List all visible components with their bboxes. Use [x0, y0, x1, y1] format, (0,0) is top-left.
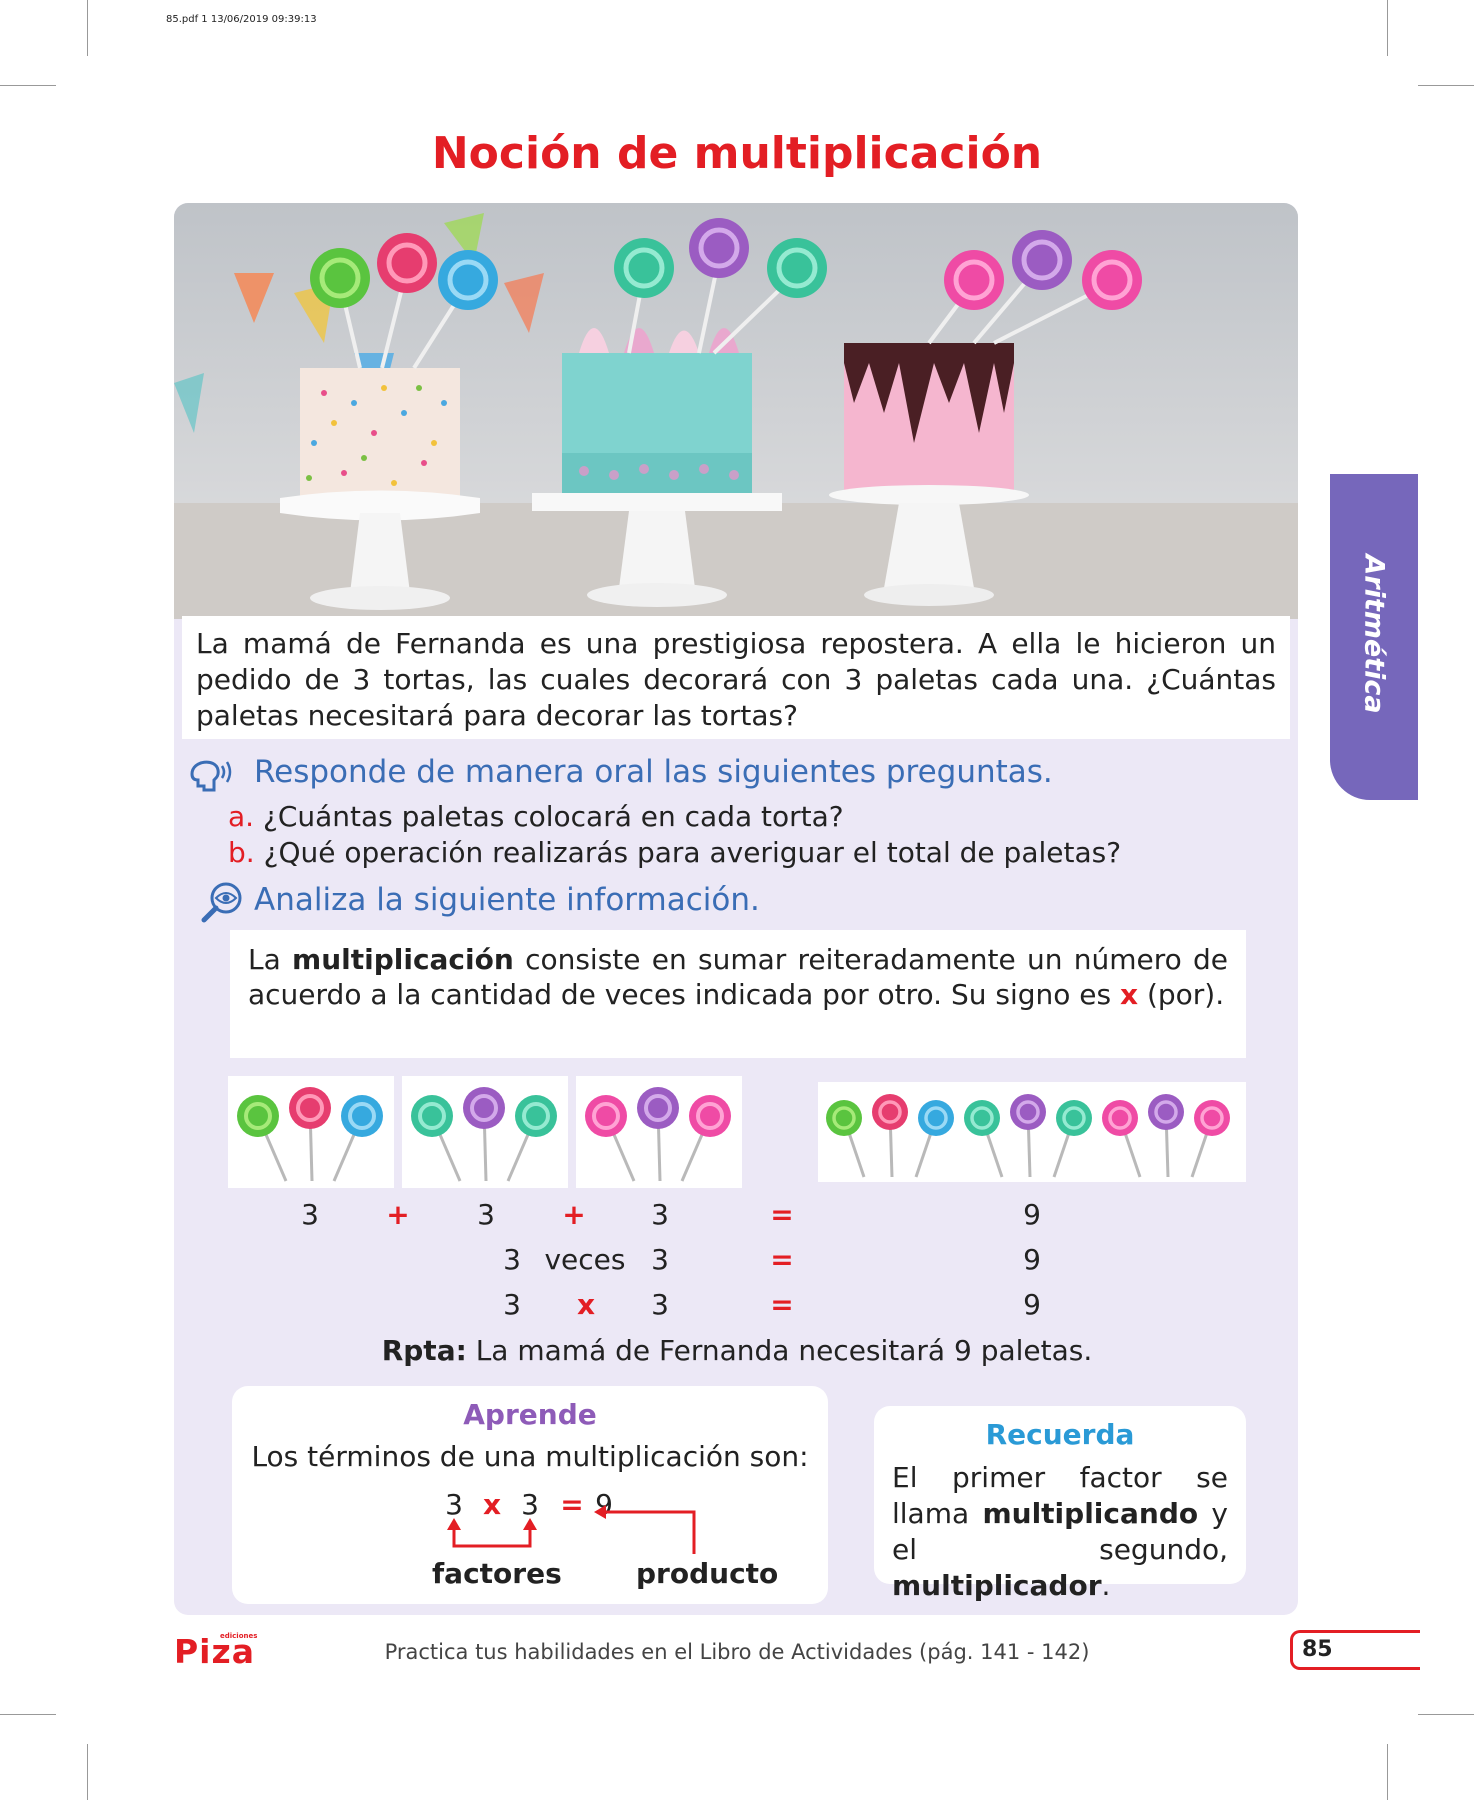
- eq1-plus: +: [386, 1198, 410, 1231]
- lollipop-group-2: [402, 1076, 568, 1188]
- arrows-icon: [432, 1500, 712, 1570]
- eq1-equals: =: [770, 1198, 794, 1231]
- eq1-term: 3: [301, 1198, 319, 1231]
- analyze-heading: Analiza la siguiente información.: [254, 882, 760, 918]
- lollipop-group-1: [228, 1076, 394, 1188]
- side-tab: [1330, 474, 1418, 800]
- eq3-term: 3: [503, 1288, 521, 1321]
- aprende-subtitle: Los términos de una multiplicación son:: [251, 1440, 809, 1473]
- producto-label: producto: [636, 1557, 779, 1590]
- footer-text: Practica tus habilidades en el Libro de …: [384, 1640, 1090, 1664]
- aprende-card: [232, 1386, 828, 1604]
- eq1-plus: +: [562, 1198, 586, 1231]
- oral-heading: Responde de manera oral las siguientes p…: [254, 754, 1053, 790]
- aprende-times: x: [482, 1488, 502, 1521]
- lollipop-group-total: [818, 1082, 1246, 1182]
- page-number: 85: [1302, 1637, 1333, 1662]
- aprende-title: Aprende: [463, 1398, 597, 1431]
- answer: Rpta: La mamá de Fernanda necesitará 9 p…: [381, 1334, 1093, 1367]
- recuerda-title: Recuerda: [985, 1418, 1135, 1451]
- page-number-box: [1290, 1630, 1420, 1670]
- eq1-term: 3: [477, 1198, 495, 1231]
- recuerda-text: El primer factor se llama multiplicando …: [892, 1461, 1228, 1602]
- factores-label: factores: [432, 1557, 562, 1590]
- side-tab-label: Aritmética: [1358, 554, 1390, 714]
- print-info: 85.pdf 1 13/06/2019 09:39:13: [166, 14, 317, 25]
- eq2-veces: veces: [544, 1243, 626, 1276]
- problem-text: La mamá de Fernanda es una prestigiosa r…: [182, 616, 1290, 739]
- magnifier-eye-icon: [200, 880, 248, 924]
- aprende-factor1: 3: [445, 1488, 463, 1521]
- lollipop-group-3: [576, 1076, 742, 1188]
- page-title: Noción de multiplicación: [431, 128, 1043, 179]
- eq3-result: 9: [1023, 1288, 1041, 1321]
- eq2-result: 9: [1023, 1243, 1041, 1276]
- eq3-equals: =: [770, 1288, 794, 1321]
- eq2-term: 3: [503, 1243, 521, 1276]
- aprende-factor2: 3: [521, 1488, 539, 1521]
- speaking-head-icon: [186, 752, 234, 796]
- recuerda-card: [874, 1406, 1246, 1584]
- eq1-result: 9: [1023, 1198, 1041, 1231]
- eq2-term: 3: [651, 1243, 669, 1276]
- question-a: a. ¿Cuántas paletas colocará en cada tor…: [228, 800, 844, 833]
- eq1-term: 3: [651, 1198, 669, 1231]
- question-b: b. ¿Qué operación realizarás para averig…: [228, 836, 1122, 869]
- cakes-photo: [174, 203, 1298, 619]
- piza-logo: ediciones Piza: [174, 1632, 258, 1671]
- eq3-term: 3: [651, 1288, 669, 1321]
- eq3-times: x: [576, 1288, 596, 1321]
- definition-box: La multiplicación consiste en sumar reit…: [230, 930, 1246, 1058]
- aprende-equals: =: [560, 1488, 584, 1521]
- eq2-equals: =: [770, 1243, 794, 1276]
